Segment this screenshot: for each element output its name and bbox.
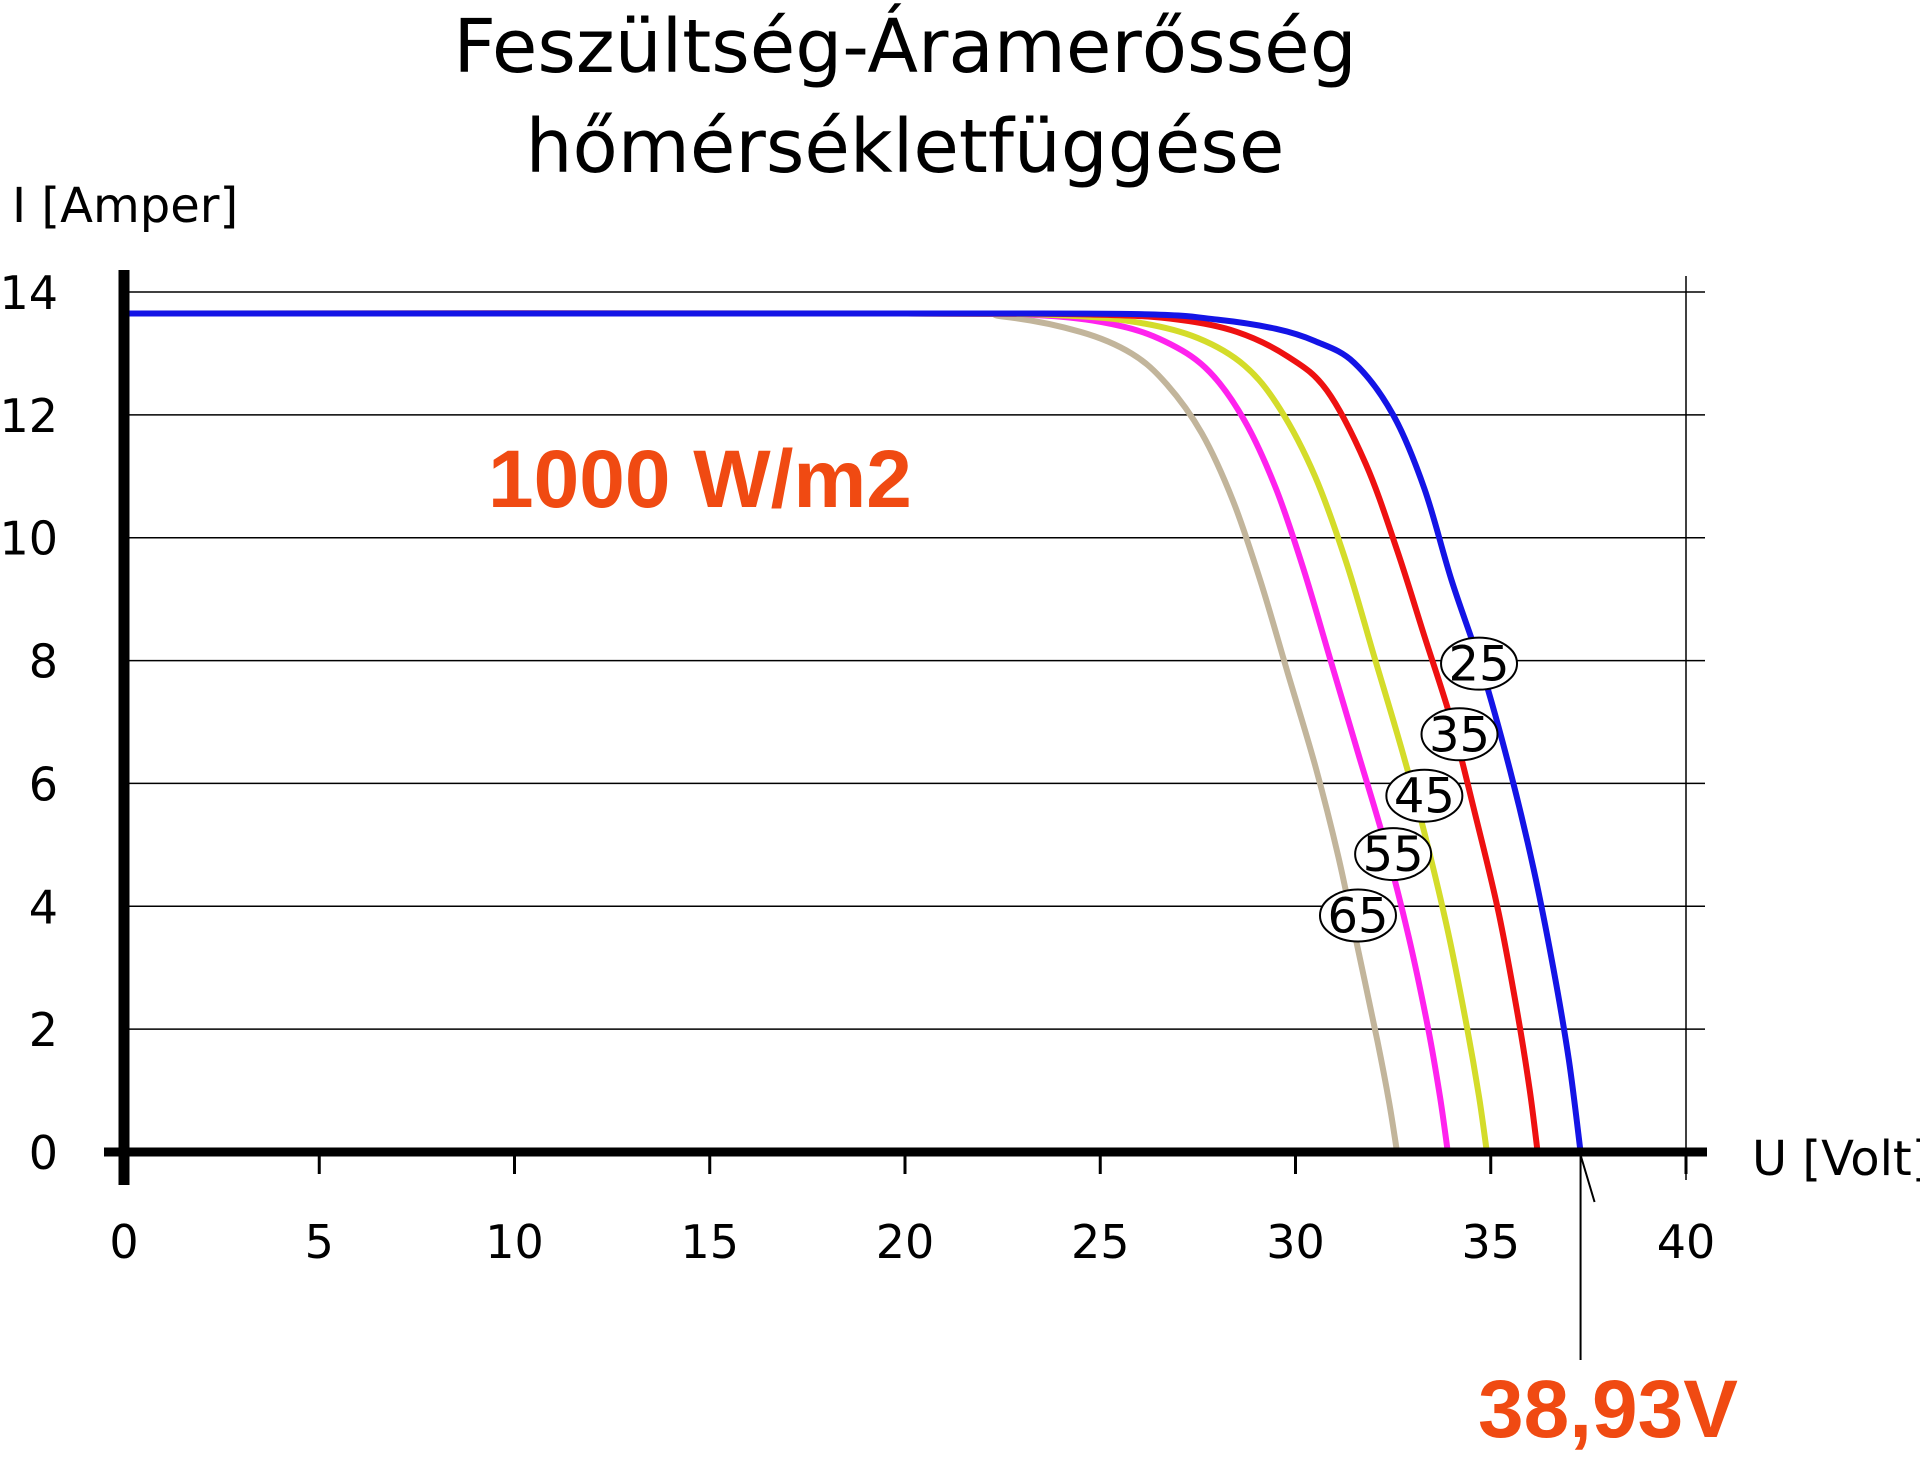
grid-lines bbox=[124, 276, 1705, 1180]
y-tick-label: 10 bbox=[0, 512, 58, 566]
x-tick-label: 10 bbox=[485, 1215, 544, 1269]
y-tick-label: 12 bbox=[0, 389, 58, 443]
x-tick-label: 5 bbox=[305, 1215, 334, 1269]
curve-label-badge bbox=[1318, 888, 1397, 943]
x-tick-label: 40 bbox=[1657, 1215, 1716, 1269]
x-tick-label: 20 bbox=[876, 1215, 935, 1269]
curve-label-25: 25 bbox=[1448, 637, 1509, 693]
curve-label-55: 55 bbox=[1363, 827, 1424, 883]
chart-title-line-2: hőmérsékletfüggése bbox=[526, 104, 1285, 190]
y-tick-label: 2 bbox=[29, 1003, 58, 1057]
curve-label-65: 65 bbox=[1327, 889, 1388, 945]
voc-marker-pointer bbox=[1579, 1154, 1596, 1203]
curve-label-35: 35 bbox=[1429, 707, 1490, 763]
tick-labels: 0 2 4 6 8 10 12 14 0 5 10 15 20 25 30 35 40 bbox=[0, 266, 1715, 1269]
x-axis-label: U [Volt] bbox=[1752, 1131, 1920, 1187]
y-tick-label: 0 bbox=[29, 1126, 58, 1180]
x-tick-label: 35 bbox=[1461, 1215, 1520, 1269]
y-axis-label: I [Amper] bbox=[12, 178, 238, 234]
curve-25 bbox=[123, 310, 1584, 1153]
x-tick-label: 0 bbox=[109, 1215, 138, 1269]
curve-label-badge bbox=[1420, 707, 1499, 762]
curve-label-badge bbox=[1440, 636, 1519, 691]
axes bbox=[104, 270, 1707, 1185]
y-tick-label: 6 bbox=[29, 757, 58, 811]
chart-title-line-1: Feszültség-Áramerősség bbox=[453, 2, 1356, 90]
iv-curves bbox=[123, 310, 1584, 1153]
curve-label-45: 45 bbox=[1394, 769, 1455, 825]
x-tick-label: 25 bbox=[1071, 1215, 1130, 1269]
y-tick-label: 14 bbox=[0, 266, 58, 320]
voc-value-label: 38,93V bbox=[1478, 1364, 1738, 1455]
x-tick-label: 15 bbox=[680, 1215, 739, 1269]
irradiance-label: 1000 W/m2 bbox=[488, 434, 912, 525]
x-tick-label: 30 bbox=[1266, 1215, 1325, 1269]
y-tick-label: 8 bbox=[29, 635, 58, 689]
curve-label-badge bbox=[1354, 827, 1433, 882]
curve-label-badge bbox=[1385, 768, 1464, 823]
y-tick-label: 4 bbox=[29, 880, 58, 934]
